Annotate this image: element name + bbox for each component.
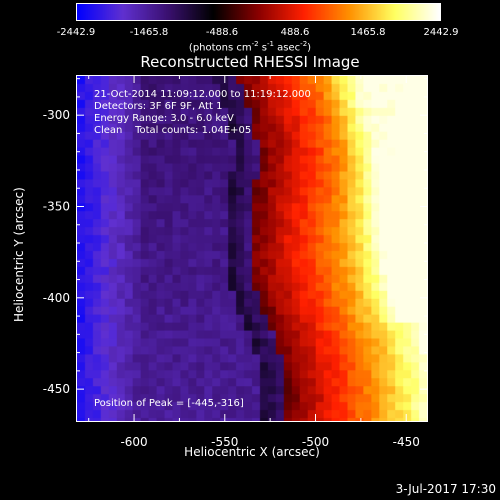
heatmap-image (77, 76, 427, 421)
y-tick-label: -350 (43, 199, 70, 213)
colorbar (76, 3, 441, 21)
plot-area (76, 75, 428, 422)
peak-position: Position of Peak = [-445,-316] (94, 398, 244, 409)
colorbar-units: (photons cm-2 s-1 asec-2) (188, 40, 312, 54)
colorbar-tick: 2442.9 (423, 27, 459, 38)
info-detectors: Detectors: 3F 6F 9F, Att 1 (94, 101, 223, 112)
info-time: 21-Oct-2014 11:09:12.000 to 11:19:12.000 (94, 89, 311, 100)
info-clean: Clean Total counts: 1.04E+05 (94, 125, 252, 136)
footer-timestamp: 3-Jul-2017 17:30 (395, 482, 496, 496)
colorbar-gradient (77, 4, 440, 20)
y-tick-label: -400 (43, 291, 70, 305)
colorbar-tick: -2442.9 (56, 27, 96, 38)
info-energy: Energy Range: 3.0 - 6.0 keV (94, 113, 234, 124)
colorbar-tick: -1465.8 (129, 27, 169, 38)
x-axis-label: Heliocentric X (arcsec) (184, 445, 320, 459)
colorbar-tick: 488.6 (280, 27, 310, 38)
chart-title: Reconstructed RHESSI Image (140, 53, 360, 71)
y-tick-label: -450 (43, 382, 70, 396)
colorbar-tick: 1465.8 (350, 27, 386, 38)
colorbar-tick: -488.6 (205, 27, 239, 38)
y-tick-label: -300 (43, 108, 70, 122)
y-axis-label: Heliocentric Y (arcsec) (12, 187, 26, 322)
